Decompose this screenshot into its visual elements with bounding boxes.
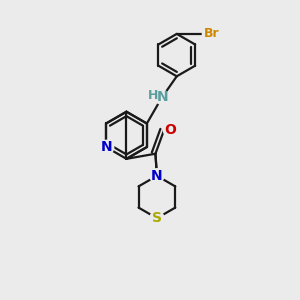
Circle shape	[164, 123, 178, 137]
Text: S: S	[152, 211, 162, 225]
Text: Br: Br	[203, 27, 219, 40]
Circle shape	[150, 211, 164, 225]
Text: O: O	[164, 123, 176, 137]
Text: H: H	[148, 89, 158, 102]
Circle shape	[202, 25, 220, 43]
Text: N: N	[151, 169, 163, 183]
Circle shape	[155, 90, 169, 104]
Circle shape	[148, 90, 159, 101]
Circle shape	[150, 169, 164, 183]
Text: N: N	[101, 140, 112, 154]
Circle shape	[100, 140, 114, 154]
Text: N: N	[156, 90, 168, 104]
